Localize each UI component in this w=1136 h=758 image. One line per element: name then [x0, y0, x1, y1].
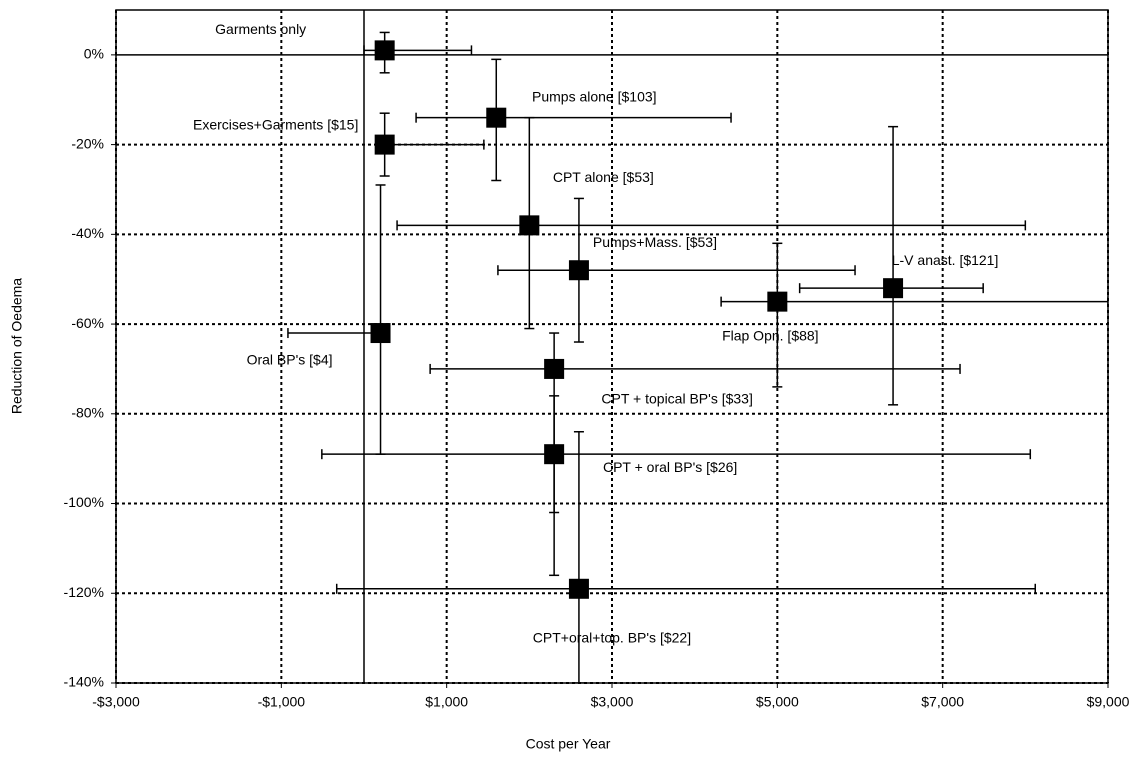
- point: [519, 215, 540, 236]
- point: [883, 278, 904, 299]
- point: [370, 323, 391, 344]
- point: [374, 40, 395, 61]
- point: [544, 444, 565, 465]
- y-tick-label: -140%: [64, 674, 104, 690]
- y-tick-label: -40%: [71, 225, 104, 241]
- point-label: Flap Opn. [$88]: [722, 327, 819, 343]
- y-tick-label: -120%: [64, 584, 104, 600]
- point: [568, 578, 589, 599]
- x-tick-label: $9,000: [1087, 694, 1130, 710]
- point-label: CPT + oral BP's [$26]: [603, 459, 737, 475]
- point-label: Garments only: [215, 21, 306, 37]
- x-tick-label: $5,000: [756, 694, 799, 710]
- plot-frame: [115, 9, 1109, 684]
- point-label: CPT alone [$53]: [553, 169, 654, 185]
- x-tick-label: -$1,000: [258, 694, 306, 710]
- point-label: CPT + topical BP's [$33]: [601, 391, 752, 407]
- point: [544, 358, 565, 379]
- point: [374, 134, 395, 155]
- point: [486, 107, 507, 128]
- point-label: Pumps alone [$103]: [532, 88, 657, 104]
- x-tick-label: $1,000: [425, 694, 468, 710]
- y-tick-label: -80%: [71, 405, 104, 421]
- x-tick-label: $7,000: [921, 694, 964, 710]
- point-label: Oral BP's [$4]: [247, 352, 333, 368]
- point-label: Pumps+Mass. [$53]: [593, 234, 717, 250]
- y-tick-label: -60%: [71, 315, 104, 331]
- point-label: L-V anast. [$121]: [892, 252, 999, 268]
- point: [767, 291, 788, 312]
- x-tick-label: -$3,000: [92, 694, 140, 710]
- y-tick-label: 0%: [84, 46, 104, 62]
- y-axis-title: Reduction of Oedema: [9, 278, 25, 414]
- plot-area: [287, 31, 1108, 683]
- x-axis-title: Cost per Year: [526, 736, 611, 752]
- x-tick-label: $3,000: [591, 694, 634, 710]
- point: [568, 260, 589, 281]
- point-label: CPT+oral+top. BP's [$22]: [533, 629, 691, 645]
- y-tick-label: -20%: [71, 135, 104, 151]
- point-label: Exercises+Garments [$15]: [193, 116, 358, 132]
- y-tick-label: -100%: [64, 494, 104, 510]
